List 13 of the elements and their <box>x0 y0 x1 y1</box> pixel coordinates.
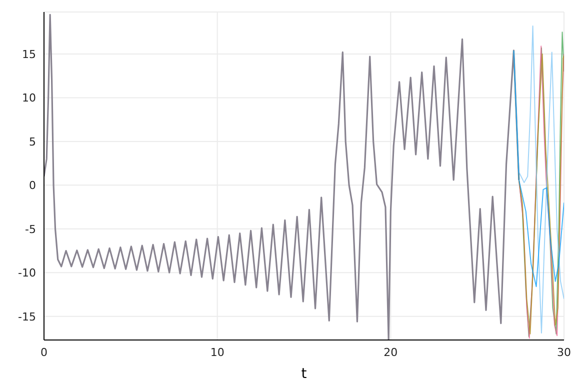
y-tick-label: 10 <box>22 92 36 105</box>
x-tick-label: 10 <box>210 346 224 359</box>
y-tick-label: -15 <box>18 310 36 324</box>
y-tick-label: 15 <box>22 48 36 61</box>
y-tick-label: 5 <box>29 135 36 148</box>
y-tick-label: -5 <box>25 222 36 236</box>
x-tick-label: 30 <box>557 346 571 359</box>
x-tick-label: 20 <box>384 346 398 359</box>
y-tick-label: 0 <box>29 179 36 192</box>
line-series <box>513 50 564 288</box>
y-tick-label: -10 <box>18 266 36 280</box>
x-tick-label: 0 <box>40 346 48 359</box>
x-axis-title: t <box>301 366 308 382</box>
